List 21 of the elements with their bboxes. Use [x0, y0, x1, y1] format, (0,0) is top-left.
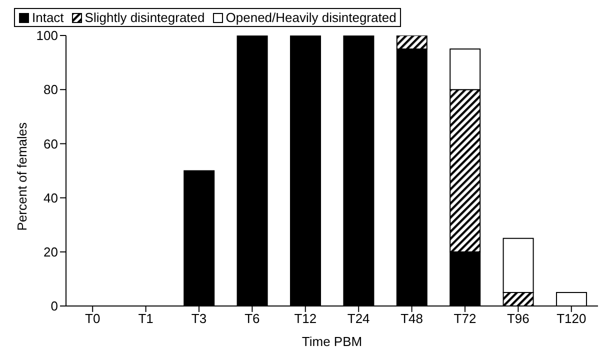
y-tick-label: 100	[36, 28, 58, 44]
y-tick-label: 40	[44, 190, 58, 206]
legend-label: Opened/Heavily disintegrated	[224, 10, 396, 25]
x-tick-label: T24	[347, 311, 370, 326]
x-tick-label: T1	[138, 311, 154, 326]
x-tick-label: T96	[506, 311, 530, 326]
y-tick-label: 60	[44, 136, 58, 152]
y-tick-label: 0	[50, 298, 58, 314]
x-tick-label: T12	[294, 311, 317, 326]
x-tick-label: T120	[556, 311, 586, 326]
x-tick-label: T6	[244, 311, 260, 326]
legend-label: Slightly disintegrated	[84, 10, 205, 25]
x-tick-label: T48	[400, 311, 424, 326]
x-tick-label: T72	[454, 311, 476, 326]
x-tick-label: T3	[191, 311, 207, 326]
x-axis-title: Time PBM	[302, 334, 362, 349]
y-tick-label: 20	[44, 244, 58, 260]
legend-label: Intact	[31, 10, 64, 25]
x-tick-label: T0	[85, 311, 100, 326]
y-tick-label: 80	[44, 82, 58, 98]
y-axis-title: Percent of females	[14, 122, 30, 231]
